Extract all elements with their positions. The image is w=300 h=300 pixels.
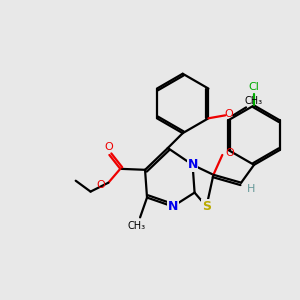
Text: N: N [188, 158, 198, 171]
Text: H: H [247, 184, 255, 194]
Text: O: O [96, 180, 105, 190]
Text: O: O [104, 142, 113, 152]
Text: N: N [168, 200, 178, 213]
Text: CH₃: CH₃ [245, 97, 263, 106]
Text: S: S [202, 200, 211, 213]
Text: O: O [226, 148, 235, 158]
Text: Cl: Cl [249, 82, 260, 92]
Text: CH₃: CH₃ [127, 221, 145, 231]
Text: O: O [225, 109, 234, 119]
